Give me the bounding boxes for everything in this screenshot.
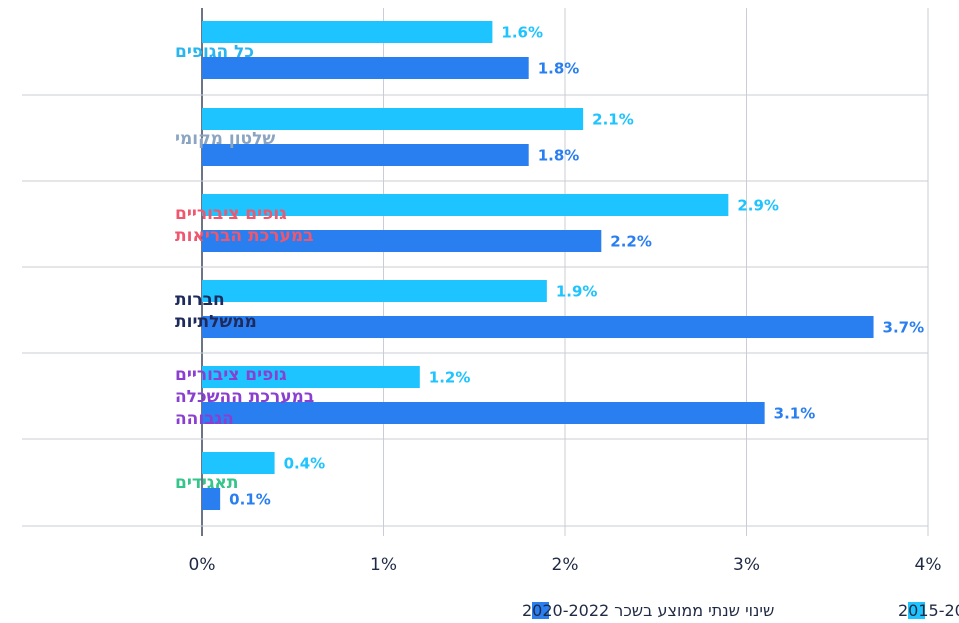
legend: שינוי שנתי ממוצע בשכר 2015-2020 שינוי שנת… bbox=[522, 601, 959, 620]
bar bbox=[202, 316, 874, 338]
legend-label: שינוי שנתי ממוצע בשכר 2020-2022 bbox=[522, 601, 774, 620]
data-label: 2.2% bbox=[610, 233, 652, 251]
category-label: הגבוהה bbox=[175, 409, 234, 429]
bar bbox=[202, 452, 275, 474]
bar bbox=[202, 280, 547, 302]
data-label: 2.9% bbox=[737, 197, 779, 215]
x-tick-label: 3% bbox=[733, 555, 760, 575]
category-separators bbox=[22, 94, 928, 527]
x-axis-ticks: 0% 1% 2% 3% 4% bbox=[189, 555, 942, 575]
legend-swatch bbox=[908, 602, 925, 619]
category-label: במערכת ההשכלה bbox=[175, 387, 314, 407]
value-labels: 1.6% 1.8% 2.1% 1.8% 2.9% 2.2% 1.9% 3.7% 1.2% 3.1%… bbox=[229, 24, 924, 509]
bar bbox=[202, 21, 493, 43]
data-label: 1.8% bbox=[538, 60, 580, 78]
bars bbox=[202, 21, 874, 510]
category-label: גופים ציבוריים bbox=[175, 204, 287, 224]
x-tick-label: 4% bbox=[915, 555, 942, 575]
bar bbox=[202, 144, 529, 166]
category-label: חברות bbox=[175, 290, 225, 310]
data-label: 0.4% bbox=[284, 455, 326, 473]
data-label: 2.1% bbox=[592, 111, 634, 129]
data-label: 0.1% bbox=[229, 491, 271, 509]
bar bbox=[202, 230, 602, 252]
category-label: כל הגופים bbox=[175, 42, 254, 62]
legend-label: שינוי שנתי ממוצע בשכר 2015-2020 bbox=[898, 601, 959, 620]
x-tick-label: 2% bbox=[552, 555, 579, 575]
data-label: 3.7% bbox=[883, 319, 925, 337]
x-tick-label: 1% bbox=[370, 555, 397, 575]
bar bbox=[202, 488, 221, 510]
data-label: 1.6% bbox=[501, 24, 543, 42]
category-label: גופים ציבוריים bbox=[175, 365, 287, 385]
category-label: שלטון מקומי bbox=[175, 129, 275, 149]
data-label: 1.8% bbox=[538, 147, 580, 165]
grid bbox=[201, 8, 929, 536]
bar bbox=[202, 194, 729, 216]
data-label: 1.2% bbox=[429, 369, 471, 387]
bar bbox=[202, 57, 529, 79]
data-label: 3.1% bbox=[774, 405, 816, 423]
legend-swatch bbox=[532, 602, 549, 619]
category-label: תאגידים bbox=[175, 473, 238, 493]
category-label: במערכת הבריאות bbox=[175, 226, 314, 246]
data-label: 1.9% bbox=[556, 283, 598, 301]
bar bbox=[202, 366, 420, 388]
bar bbox=[202, 402, 765, 424]
x-tick-label: 0% bbox=[189, 555, 216, 575]
category-label: ממשלתיות bbox=[175, 312, 257, 332]
bar bbox=[202, 108, 584, 130]
